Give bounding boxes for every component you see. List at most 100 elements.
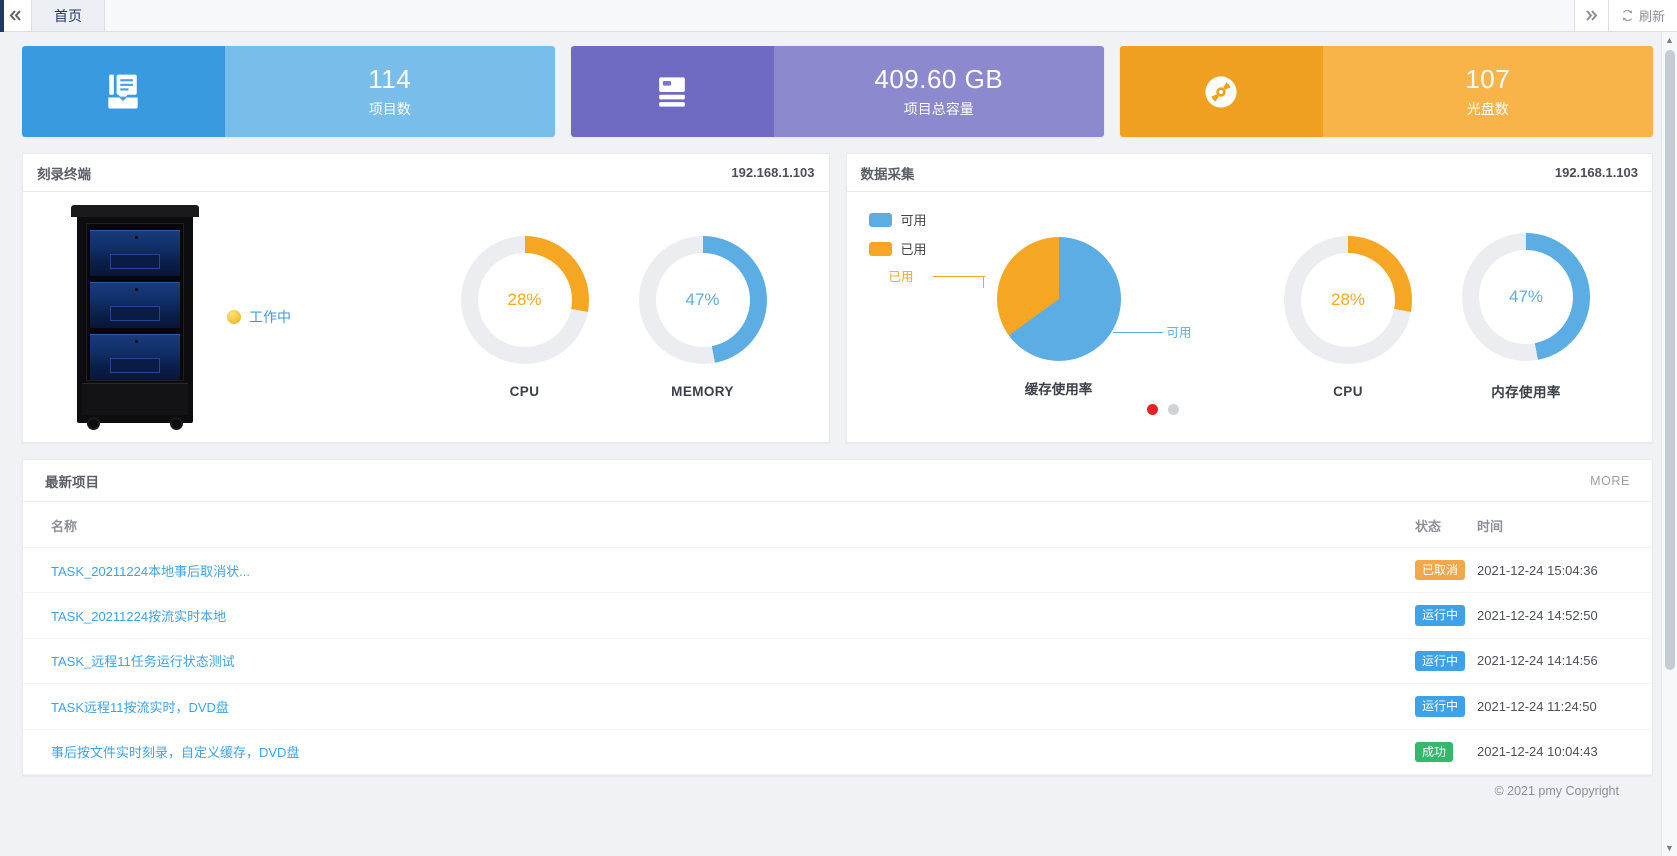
gauge-value: 47% (685, 289, 720, 309)
table-header-row: 名称 状态 时间 (23, 502, 1652, 548)
legend-label: 已用 (900, 242, 927, 257)
footer: © 2021 pmy Copyright (22, 776, 1653, 806)
table-row[interactable]: 事后按文件实时刻录，自定义缓存，DVD盘 成功 2021-12-24 10:04… (23, 729, 1652, 775)
content-wrapper: 114 项目数 409.60 GB (0, 32, 1677, 856)
pie-slices (996, 237, 1121, 361)
task-time: 2021-12-24 14:14:56 (1477, 653, 1598, 669)
task-name-link[interactable]: TASK远程11按流实时，DVD盘 (51, 699, 229, 715)
panel-title: 数据采集 (860, 166, 915, 182)
table-row[interactable]: TASK_20211224按流实时本地 运行中 2021-12-24 14:52… (23, 592, 1652, 639)
tab-spacer (105, 0, 1574, 31)
collect-gauges: 28% CPU 47% 内存使用率 (1284, 192, 1652, 442)
stat-card-capacity[interactable]: 409.60 GB 项目总容量 (571, 46, 1104, 137)
data-collection-panel: 数据采集 192.168.1.103 可用 (845, 153, 1653, 443)
scroll-up-arrow-icon[interactable]: ▲ (1665, 35, 1674, 45)
stat-value: 409.60 GB (874, 63, 1004, 94)
burner-panel-header: 刻录终端 192.168.1.103 (23, 154, 829, 192)
task-time: 2021-12-24 15:04:36 (1477, 562, 1598, 578)
task-time: 2021-12-24 10:04:43 (1477, 744, 1598, 760)
pager-dot-2[interactable] (1167, 404, 1179, 415)
gauge-value: 28% (507, 289, 542, 309)
stat-label: 项目总容量 (903, 101, 974, 118)
legend-swatch-icon (868, 241, 892, 256)
task-time: 2021-12-24 14:52:50 (1477, 608, 1598, 624)
storage-stack-icon (571, 46, 774, 137)
stat-value: 114 (368, 63, 412, 94)
stat-card-projects-body: 114 项目数 (224, 46, 555, 137)
gauge-memory: 47% MEMORY (638, 235, 767, 399)
vertical-scrollbar[interactable]: ▲ ▼ (1661, 32, 1677, 856)
copyright-text: © 2021 pmy Copyright (1494, 783, 1619, 798)
tab-home[interactable]: 首页 (32, 0, 105, 31)
collect-panel-header: 数据采集 192.168.1.103 (846, 154, 1652, 192)
latest-projects-title: 最新项目 (45, 474, 99, 490)
stat-card-discs-body: 107 光盘数 (1322, 46, 1653, 137)
status-badge: 运行中 (1415, 650, 1466, 672)
pie-callout-free: 可用 (1166, 326, 1192, 340)
stat-label: 项目数 (368, 101, 411, 118)
status-text: 工作中 (249, 309, 291, 325)
panel-ip: 192.168.1.103 (1554, 165, 1638, 180)
burner-gauges: 28% CPU 47% MEMORY (460, 235, 829, 399)
column-header-time: 时间 (1477, 502, 1652, 548)
scrollbar-thumb[interactable] (1665, 50, 1675, 670)
table-row[interactable]: TASK_20211224本地事后取消状... 已取消 2021-12-24 1… (23, 547, 1652, 594)
legend-item-available[interactable]: 可用 (868, 210, 927, 229)
disc-robot-rack-image (71, 205, 199, 430)
more-link[interactable]: MORE (1590, 473, 1630, 488)
latest-projects-table: 名称 状态 时间 TASK_20211224本地事后取消状... 已取消 202… (23, 502, 1652, 775)
pie-callout-elbow-used (982, 276, 984, 288)
status-badge: 已取消 (1415, 560, 1466, 581)
pie-legend: 可用 已用 (868, 210, 927, 268)
task-name-link[interactable]: TASK_20211224按流实时本地 (51, 609, 227, 625)
scroll-down-arrow-icon[interactable]: ▼ (1665, 843, 1674, 853)
stat-card-discs[interactable]: 107 光盘数 (1120, 46, 1653, 137)
latest-projects-panel: 最新项目 MORE 名称 状态 时间 TASK_20211224本地事后取消状.… (22, 459, 1653, 776)
latest-projects-header: 最新项目 MORE (23, 460, 1652, 502)
tab-bar: 首页 刷新 (0, 0, 1677, 32)
task-name-link[interactable]: 事后按文件实时刻录，自定义缓存，DVD盘 (51, 745, 300, 761)
stat-card-projects[interactable]: 114 项目数 (22, 46, 555, 137)
table-row[interactable]: TASK远程11按流实时，DVD盘 运行中 2021-12-24 11:24:5… (23, 683, 1652, 730)
gauge-label: CPU (1333, 383, 1363, 399)
status-badge: 运行中 (1415, 605, 1466, 626)
gauge-cpu: 28% CPU (1284, 235, 1412, 399)
gauge-cpu: 28% CPU (460, 235, 589, 399)
gauge-label: 内存使用率 (1491, 385, 1561, 400)
left-rail-accent (0, 0, 4, 32)
task-time: 2021-12-24 11:24:50 (1477, 698, 1597, 714)
tabs-scroll-left-button[interactable] (0, 0, 32, 31)
legend-item-used[interactable]: 已用 (868, 239, 927, 258)
gauge-ring: 28% (460, 235, 589, 364)
pie-callout-line-free (1112, 332, 1163, 333)
task-name-link[interactable]: TASK_远程11任务运行状态测试 (51, 654, 235, 670)
pie-chart-title: 缓存使用率 (1024, 382, 1093, 397)
gauge-value: 28% (1330, 289, 1366, 309)
legend-swatch-icon (868, 212, 892, 227)
status-badge: 成功 (1415, 741, 1454, 762)
panels-row: 刻录终端 192.168.1.103 (22, 153, 1653, 443)
stat-card-capacity-body: 409.60 GB 项目总容量 (773, 46, 1104, 137)
refresh-button[interactable]: 刷新 (1607, 0, 1677, 31)
refresh-icon (1622, 9, 1633, 22)
gauge-label: MEMORY (671, 383, 734, 399)
double-chevron-right-icon (1586, 10, 1598, 21)
task-name-link[interactable]: TASK_20211224本地事后取消状... (51, 563, 250, 579)
cache-pie-chart: 可用 已用 已用 (847, 192, 1218, 442)
pager-dot-1[interactable] (1146, 404, 1158, 415)
legend-label: 可用 (900, 213, 927, 228)
disc-icon (1120, 46, 1323, 137)
table-row[interactable]: TASK_远程11任务运行状态测试 运行中 2021-12-24 14:14:5… (23, 638, 1652, 685)
pie-callout-used: 已用 (888, 270, 914, 284)
panel-title: 刻录终端 (37, 166, 91, 182)
terminal-status: 工作中 (227, 307, 291, 327)
tabs-scroll-right-button[interactable] (1573, 0, 1608, 31)
gauge-ring: 28% (1284, 235, 1412, 364)
scrollbar-track[interactable] (1662, 48, 1677, 840)
column-header-name: 名称 (23, 502, 1415, 548)
content: 114 项目数 409.60 GB (0, 32, 1661, 856)
collect-panel-body: 可用 已用 已用 (847, 192, 1653, 442)
burner-panel-body: 工作中 28% CPU (23, 192, 829, 442)
pie-callout-line-used (932, 276, 985, 277)
